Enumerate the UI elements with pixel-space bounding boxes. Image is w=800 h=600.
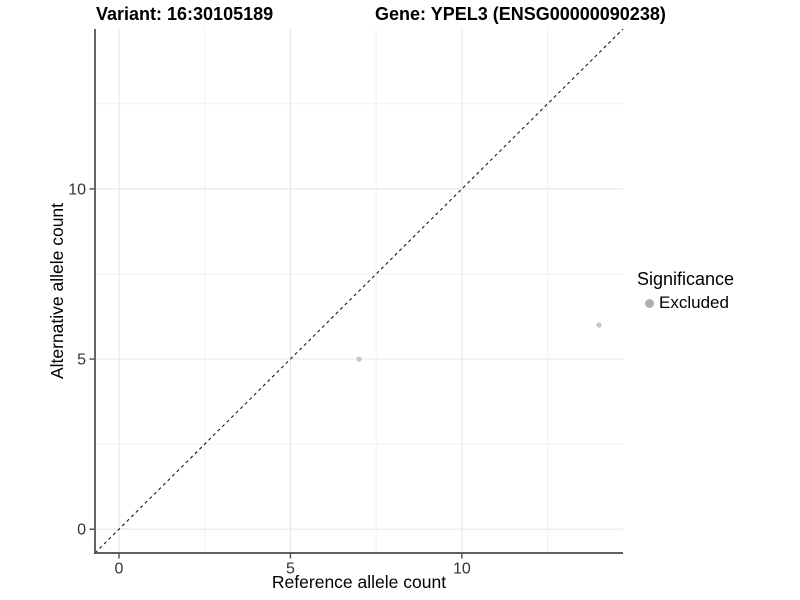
x-tick-label: 10 (453, 561, 471, 578)
data-point (356, 356, 362, 362)
y-axis-title: Alternative allele count (47, 202, 67, 380)
x-tick-label: 0 (115, 561, 124, 578)
data-point (596, 322, 602, 328)
legend-title: Significance (637, 269, 735, 289)
legend-key-dot-icon (645, 298, 654, 308)
x-axis-title: Reference allele count (271, 572, 447, 592)
identity-reference-line (94, 28, 624, 554)
legend-entry-excluded: Excluded (637, 293, 734, 313)
plot-title-gene: Gene: YPEL3 (ENSG00000090238) (375, 4, 666, 24)
legend-entry-label: Excluded (659, 293, 729, 312)
y-tick-label: 10 (68, 181, 86, 198)
legend: Significance Excluded (637, 269, 734, 313)
y-tick-label: 0 (77, 522, 86, 539)
y-tick-label: 5 (77, 352, 86, 369)
plot-title-variant: Variant: 16:30105189 (96, 4, 274, 24)
x-tick-label: 5 (286, 561, 295, 578)
